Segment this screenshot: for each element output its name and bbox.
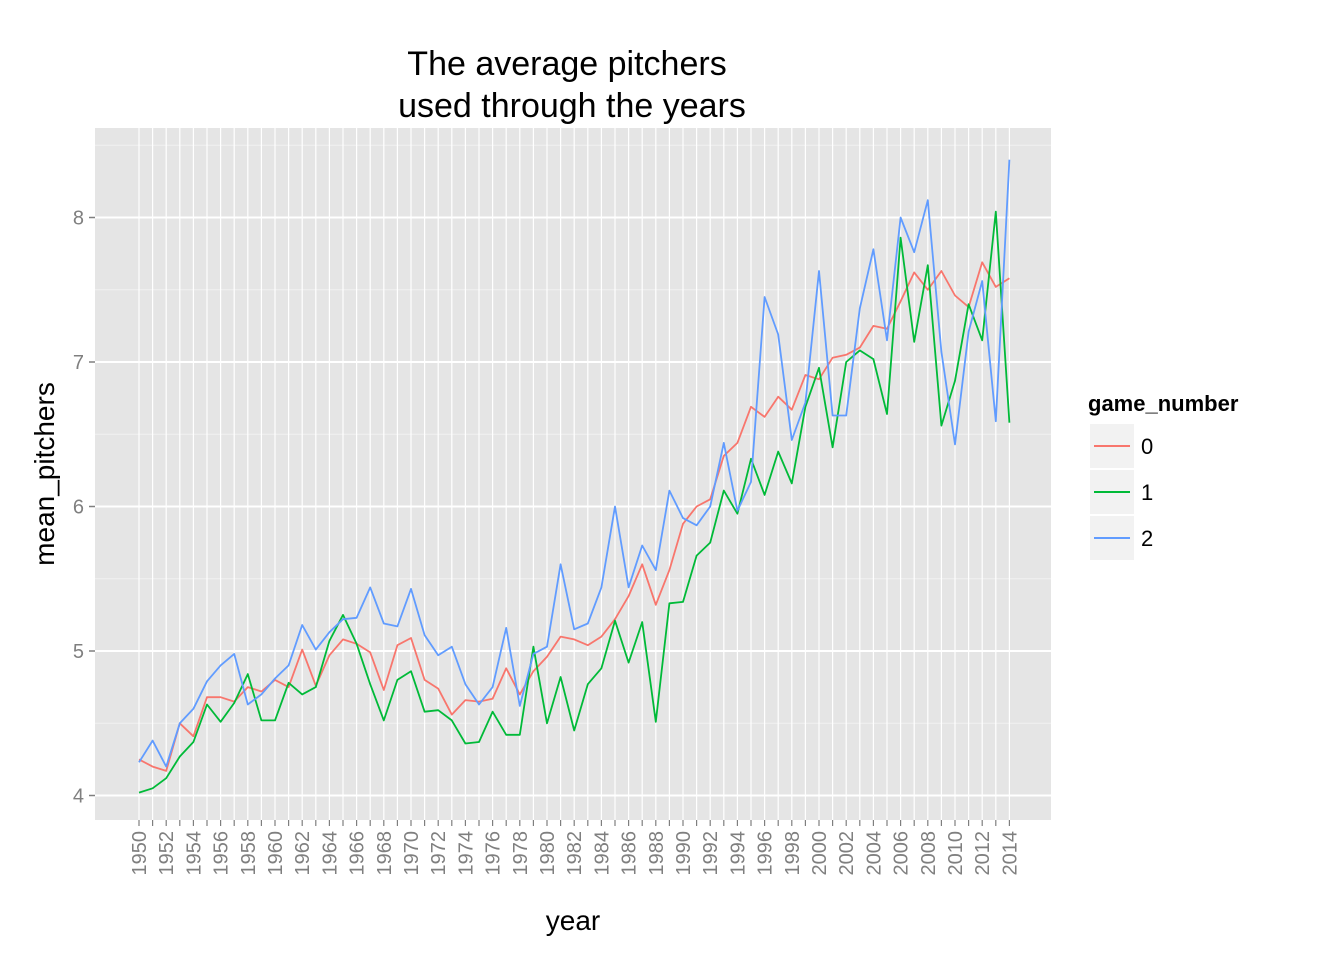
- x-tick-label: 1974: [455, 831, 477, 876]
- x-tick-label: 1964: [319, 831, 341, 876]
- x-axis-ticks: 1950 1952 1954 1956 1958 1960 1962 1964 1966 1968…: [129, 820, 1021, 876]
- x-tick-label: 1956: [211, 831, 233, 876]
- y-axis-title: mean_pitchers: [29, 382, 60, 566]
- x-tick-label: 1996: [755, 831, 777, 876]
- chart-title-line-1: The average pitchers: [407, 45, 726, 83]
- x-tick-label: 1986: [619, 831, 641, 876]
- x-tick-label: 2006: [891, 831, 913, 876]
- x-tick-label: 1952: [156, 831, 178, 876]
- x-tick-label: 1988: [646, 831, 668, 876]
- x-tick-label: 1984: [591, 831, 613, 876]
- x-tick-label: 1958: [238, 831, 260, 876]
- chart-title-line-2: used through the years: [398, 87, 746, 125]
- legend: game_number 0 1 2: [1088, 391, 1239, 560]
- x-tick-label: 1950: [129, 831, 151, 876]
- x-tick-label: 2000: [809, 831, 831, 876]
- y-tick-label: 4: [73, 786, 84, 808]
- major-gridlines: [95, 128, 1051, 820]
- x-tick-label: 1966: [347, 831, 369, 876]
- x-tick-label: 1970: [401, 831, 423, 876]
- minor-gridlines: [95, 144, 1051, 724]
- x-tick-label: 1960: [265, 831, 287, 876]
- legend-label-2: 2: [1141, 526, 1153, 551]
- y-tick-label: 8: [73, 208, 84, 230]
- y-tick-label: 5: [73, 641, 84, 663]
- x-tick-label: 1982: [564, 831, 586, 876]
- x-tick-label: 1976: [483, 831, 505, 876]
- legend-label-1: 1: [1141, 480, 1153, 505]
- x-tick-label: 1990: [673, 831, 695, 876]
- x-tick-label: 2002: [836, 831, 858, 876]
- y-tick-label: 6: [73, 497, 84, 519]
- x-tick-label: 1980: [537, 831, 559, 876]
- series-lines: [138, 159, 1011, 794]
- series-line-2: [138, 159, 1011, 768]
- series-line-0: [138, 261, 1010, 772]
- x-tick-label: 1968: [374, 831, 396, 876]
- x-tick-label: 1994: [727, 831, 749, 876]
- x-tick-label: 1998: [782, 831, 804, 876]
- x-tick-label: 1978: [510, 831, 532, 876]
- x-tick-label: 2010: [945, 831, 967, 876]
- x-tick-label: 2012: [972, 831, 994, 876]
- x-tick-label: 1954: [183, 831, 205, 876]
- legend-label-0: 0: [1141, 434, 1153, 459]
- legend-title: game_number: [1088, 391, 1239, 416]
- x-tick-label: 1972: [428, 831, 450, 876]
- x-tick-label: 1962: [292, 831, 314, 876]
- x-tick-label: 2014: [999, 831, 1021, 876]
- x-axis-title: year: [546, 905, 600, 936]
- series-line-1: [138, 210, 1011, 794]
- plot-panel: [95, 128, 1051, 820]
- y-axis-ticks: 4 5 6 7 8: [73, 208, 95, 808]
- x-tick-label: 2008: [918, 831, 940, 876]
- y-tick-label: 7: [73, 352, 84, 374]
- x-tick-label: 1992: [700, 831, 722, 876]
- x-tick-label: 2004: [863, 831, 885, 876]
